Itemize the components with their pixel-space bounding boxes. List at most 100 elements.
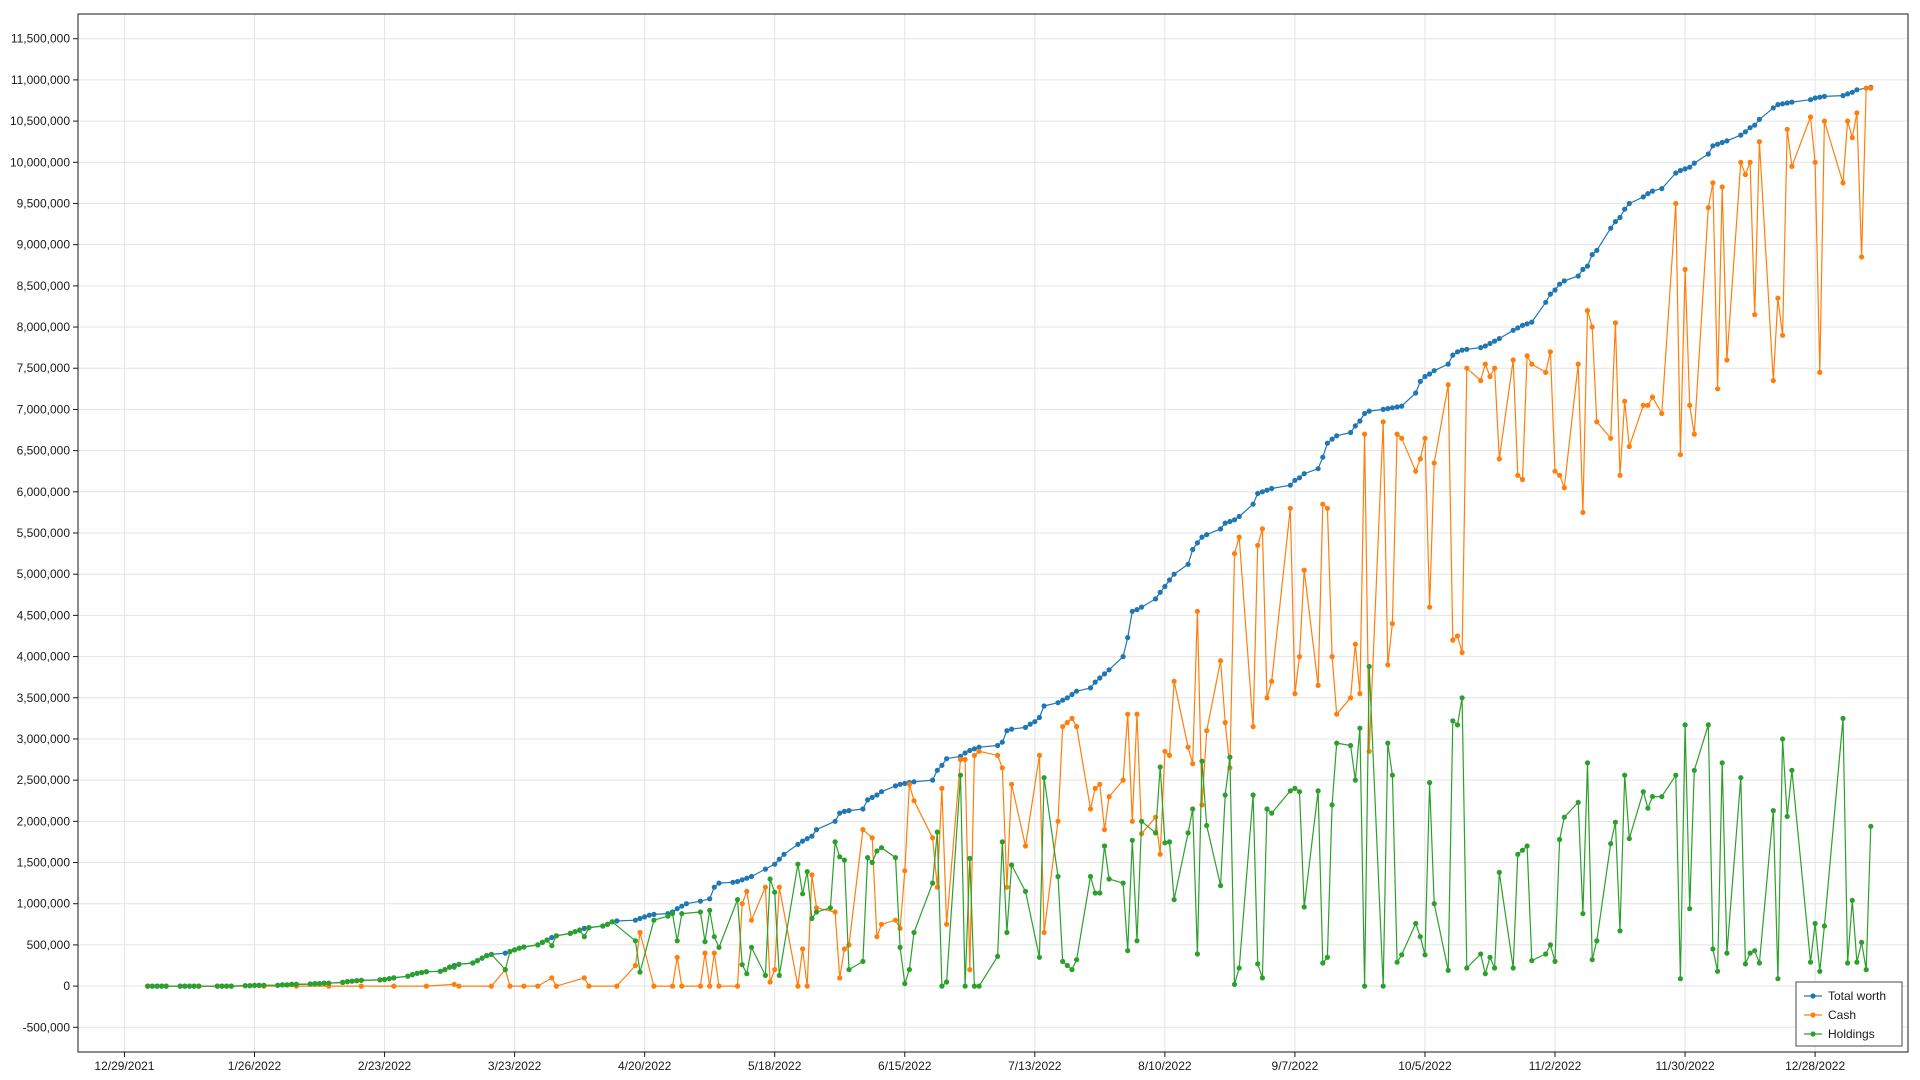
data-point: [1092, 679, 1098, 685]
data-point: [999, 839, 1005, 845]
data-point: [1775, 102, 1781, 108]
data-point: [535, 983, 541, 989]
y-tick-label: 4,500,000: [17, 608, 71, 622]
data-point: [809, 915, 815, 922]
data-point: [1366, 408, 1372, 414]
data-point: [1259, 489, 1265, 495]
data-point: [1394, 404, 1400, 410]
data-point: [1357, 725, 1363, 731]
data-point: [832, 839, 838, 845]
data-point: [344, 979, 350, 985]
data-point: [1106, 667, 1112, 673]
data-point: [1139, 604, 1145, 610]
data-point: [1334, 433, 1340, 439]
data-point: [609, 919, 615, 925]
data-point: [349, 978, 355, 984]
y-tick-label: 7,000,000: [17, 402, 71, 416]
data-point: [1710, 143, 1716, 149]
data-point: [1649, 188, 1656, 194]
data-point: [995, 742, 1001, 749]
data-point: [674, 938, 680, 944]
data-point: [1120, 880, 1126, 886]
data-point: [604, 921, 611, 927]
data-point: [930, 777, 936, 783]
data-point: [511, 947, 518, 953]
data-point: [739, 877, 745, 883]
data-point: [1264, 806, 1270, 812]
data-point: [1162, 583, 1168, 590]
data-point: [1236, 534, 1242, 540]
data-point: [832, 818, 838, 824]
data-point: [1315, 466, 1321, 472]
data-point: [516, 945, 522, 951]
x-tick-label: 5/18/2022: [748, 1059, 802, 1073]
data-point: [581, 925, 587, 932]
data-point: [1673, 170, 1679, 176]
data-point: [1301, 904, 1307, 910]
data-point: [1868, 85, 1874, 91]
data-point: [1190, 806, 1196, 812]
data-point: [1789, 99, 1795, 105]
data-point: [358, 977, 364, 983]
data-point: [999, 739, 1005, 745]
data-point: [748, 873, 755, 880]
data-point: [316, 981, 323, 987]
data-point: [1705, 151, 1711, 157]
data-point: [1742, 129, 1748, 135]
data-point: [1106, 876, 1112, 882]
data-point: [1324, 505, 1330, 511]
data-point: [279, 982, 285, 988]
axes: -500,000 0 500,000 1,000,000 1,500,000 2,000,…: [10, 32, 1846, 1073]
data-point: [1264, 695, 1270, 701]
data-point: [577, 927, 583, 933]
data-point: [1557, 472, 1563, 478]
data-point: [1431, 460, 1437, 466]
data-point: [646, 912, 652, 918]
data-point: [1524, 353, 1530, 359]
data-point: [642, 914, 648, 920]
data-point: [1231, 551, 1238, 557]
data-point: [572, 929, 578, 935]
data-point: [1166, 577, 1173, 583]
data-point: [1022, 724, 1029, 731]
y-tick-label: 3,500,000: [17, 691, 71, 705]
data-point: [1487, 340, 1493, 347]
data-point: [1218, 526, 1224, 532]
data-point: [256, 982, 262, 989]
data-point: [902, 780, 908, 787]
data-point: [149, 983, 155, 989]
data-point: [1348, 742, 1354, 749]
data-point: [312, 981, 318, 987]
data-point: [837, 975, 843, 981]
data-point: [1092, 890, 1098, 896]
data-point: [488, 983, 494, 989]
data-point: [841, 857, 848, 863]
data-point: [1719, 760, 1725, 766]
data-point: [1459, 649, 1465, 656]
data-point: [841, 808, 848, 815]
data-point: [1385, 662, 1391, 668]
data-point: [391, 975, 397, 981]
data-point: [632, 962, 639, 969]
data-point: [702, 939, 708, 945]
data-point: [1069, 691, 1075, 698]
data-point: [651, 917, 657, 923]
data-point: [1482, 971, 1488, 977]
data-point: [800, 838, 806, 844]
data-point: [730, 879, 736, 885]
data-point: [1594, 419, 1600, 425]
data-point: [1027, 721, 1033, 727]
data-point: [813, 909, 820, 915]
x-tick-label: 11/2/2022: [1529, 1059, 1582, 1073]
data-point: [869, 835, 875, 841]
data-point: [1171, 571, 1177, 577]
data-point: [1069, 967, 1075, 973]
data-point: [409, 972, 415, 978]
data-point: [1134, 607, 1140, 613]
data-point: [1185, 744, 1191, 750]
data-point: [874, 792, 880, 798]
data-point: [182, 983, 188, 989]
data-point: [1041, 929, 1047, 936]
x-tick-label: 1/26/2022: [228, 1059, 282, 1073]
data-point: [1580, 911, 1586, 917]
